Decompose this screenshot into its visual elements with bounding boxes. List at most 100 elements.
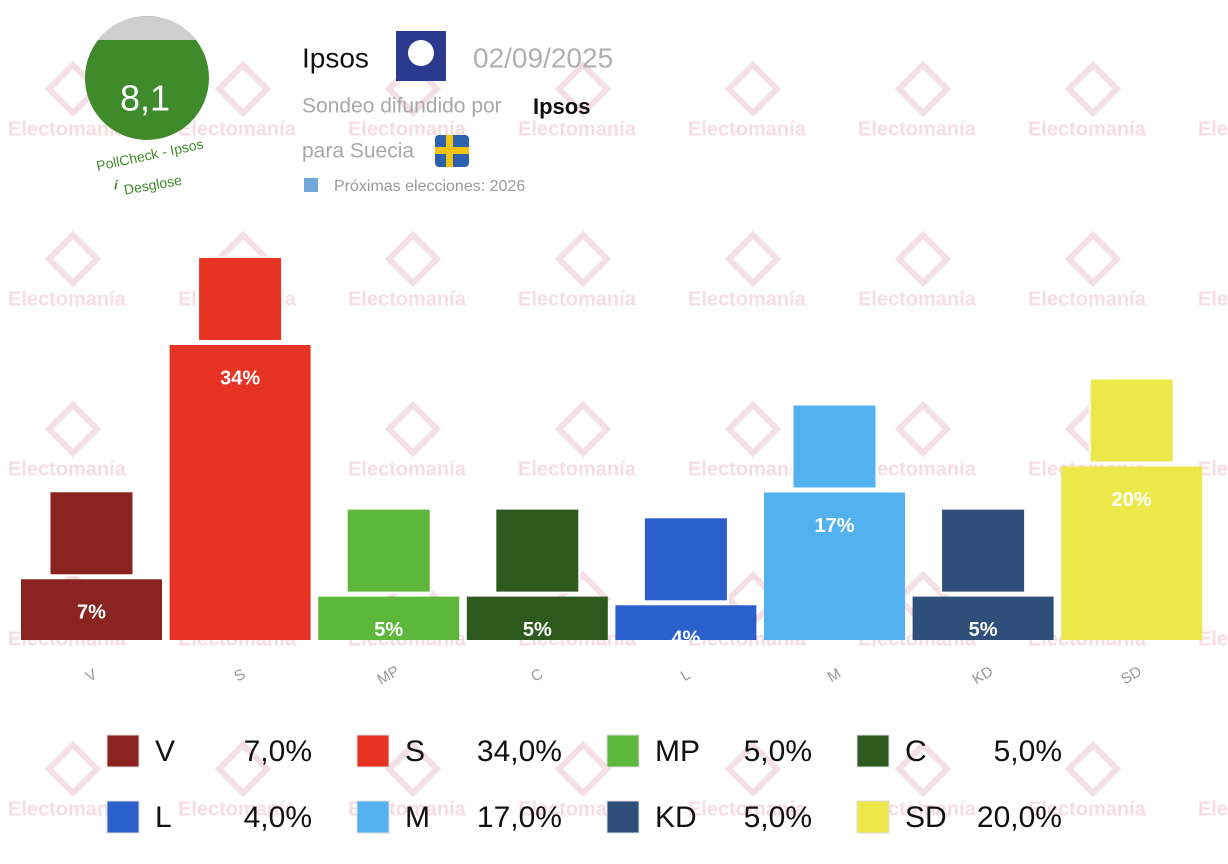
bar <box>169 345 311 640</box>
bar <box>912 596 1054 640</box>
legend-name: SD <box>905 801 947 834</box>
legend-icon <box>606 800 640 834</box>
value-label: 17% <box>814 515 854 537</box>
bars: 7% 34% 5% 5% 4% 17% 5% 20% <box>21 345 1203 650</box>
poll-date: 02/09/2025 <box>473 42 613 73</box>
legend-name: S <box>405 735 425 768</box>
watermark: Electomanía <box>1198 288 1228 310</box>
legend-icon <box>106 734 140 768</box>
legend-value: 5,0% <box>994 735 1062 768</box>
x-tick-label: M <box>825 665 844 686</box>
value-label: 34% <box>220 367 260 389</box>
legend-name: L <box>155 801 172 834</box>
x-tick-label: KD <box>970 663 997 688</box>
legend-icon <box>856 800 890 834</box>
watermark: Electomanía <box>858 288 977 310</box>
watermark: Electomanía <box>178 118 297 140</box>
watermark-logo <box>724 230 782 288</box>
legend-name: M <box>405 801 430 834</box>
watermark: Electomanía <box>858 458 977 480</box>
watermark-logo <box>384 400 442 458</box>
party-logo <box>791 403 878 490</box>
x-tick-label: C <box>528 665 546 685</box>
watermark: Electomanía <box>688 118 807 140</box>
party-logo <box>197 256 284 342</box>
watermark: Electomanía <box>1028 118 1147 140</box>
watermark: Electomanía <box>858 118 977 140</box>
breakdown-link[interactable]: Desglose <box>123 172 183 198</box>
watermark-logo <box>554 740 612 798</box>
legend-value: 5,0% <box>744 735 812 768</box>
watermark: Electomanía <box>1198 458 1228 480</box>
watermark-logo <box>1064 230 1122 288</box>
info-icon: i <box>114 177 118 192</box>
watermark-logo <box>44 400 102 458</box>
pollster-logo-head <box>408 40 434 66</box>
watermark: Electomanía <box>1198 118 1228 140</box>
watermark-logo <box>44 230 102 288</box>
bar <box>466 596 608 640</box>
bar <box>615 605 757 640</box>
score-badge-top <box>98 15 196 40</box>
watermark-logo <box>894 740 952 798</box>
legend-value: 17,0% <box>477 801 562 834</box>
watermark-logo <box>384 740 442 798</box>
legend-icon <box>106 800 140 834</box>
watermark-logo <box>724 740 782 798</box>
value-label: 5% <box>374 619 403 641</box>
party-logo <box>940 507 1027 594</box>
value-label: 7% <box>77 602 106 624</box>
bar <box>318 596 460 640</box>
legend-value: 34,0% <box>477 735 562 768</box>
watermark: Electomanía <box>1028 288 1147 310</box>
legend-name: KD <box>655 801 697 834</box>
x-tick-label: SD <box>1118 663 1145 688</box>
watermark-logo <box>1064 60 1122 118</box>
watermark: Electomanía <box>518 288 637 310</box>
legend-value: 4,0% <box>244 801 312 834</box>
watermark-logo <box>44 740 102 798</box>
bar <box>1061 466 1203 640</box>
legend-value: 7,0% <box>244 735 312 768</box>
score-badge <box>85 16 209 140</box>
watermark-logo <box>554 60 612 118</box>
watermark: Electomanía <box>348 118 467 140</box>
x-tick-label: MP <box>374 663 402 689</box>
value-label: 20% <box>1112 489 1152 511</box>
legend-name: V <box>155 735 175 768</box>
watermark-logo <box>214 60 272 118</box>
watermark-logo <box>894 60 952 118</box>
legend-icon <box>356 734 390 768</box>
bar <box>21 579 162 640</box>
watermark-logo <box>1064 740 1122 798</box>
watermark-logo <box>384 230 442 288</box>
value-label: 5% <box>969 619 998 641</box>
party-logo <box>345 507 432 594</box>
watermark: Electomanía <box>178 798 297 820</box>
next-elections: Próximas elecciones: 2026 <box>334 178 525 195</box>
value-label: 4% <box>671 628 700 650</box>
x-tick-label: V <box>83 666 100 686</box>
watermark: Electomanía <box>1198 628 1228 650</box>
watermark-logo <box>894 400 952 458</box>
value-label: 5% <box>523 619 552 641</box>
watermark: Electomanía <box>688 288 807 310</box>
party-logo <box>494 507 581 594</box>
score: 8,1 <box>120 78 170 119</box>
legend-name: C <box>905 735 927 768</box>
watermark: Electomanía <box>348 288 467 310</box>
pollster: Ipsos <box>302 42 369 73</box>
watermark-logo <box>724 60 782 118</box>
watermark-logo <box>554 400 612 458</box>
watermark: Electomanía <box>8 798 127 820</box>
legend-icon <box>356 800 390 834</box>
watermark-logo <box>724 400 782 458</box>
ballot-icon <box>304 178 318 192</box>
watermark: Electomanía <box>688 458 807 480</box>
watermark-logo <box>894 230 952 288</box>
published-by: Sondeo difundido por <box>302 95 502 118</box>
legend-value: 5,0% <box>744 801 812 834</box>
annotations: V S MP C L M KD SD V 7,0% S 34,0% MP 5,0% C 5,0% L 4,0% M 1… <box>48 256 1175 834</box>
watermark: Electomanía <box>8 458 127 480</box>
